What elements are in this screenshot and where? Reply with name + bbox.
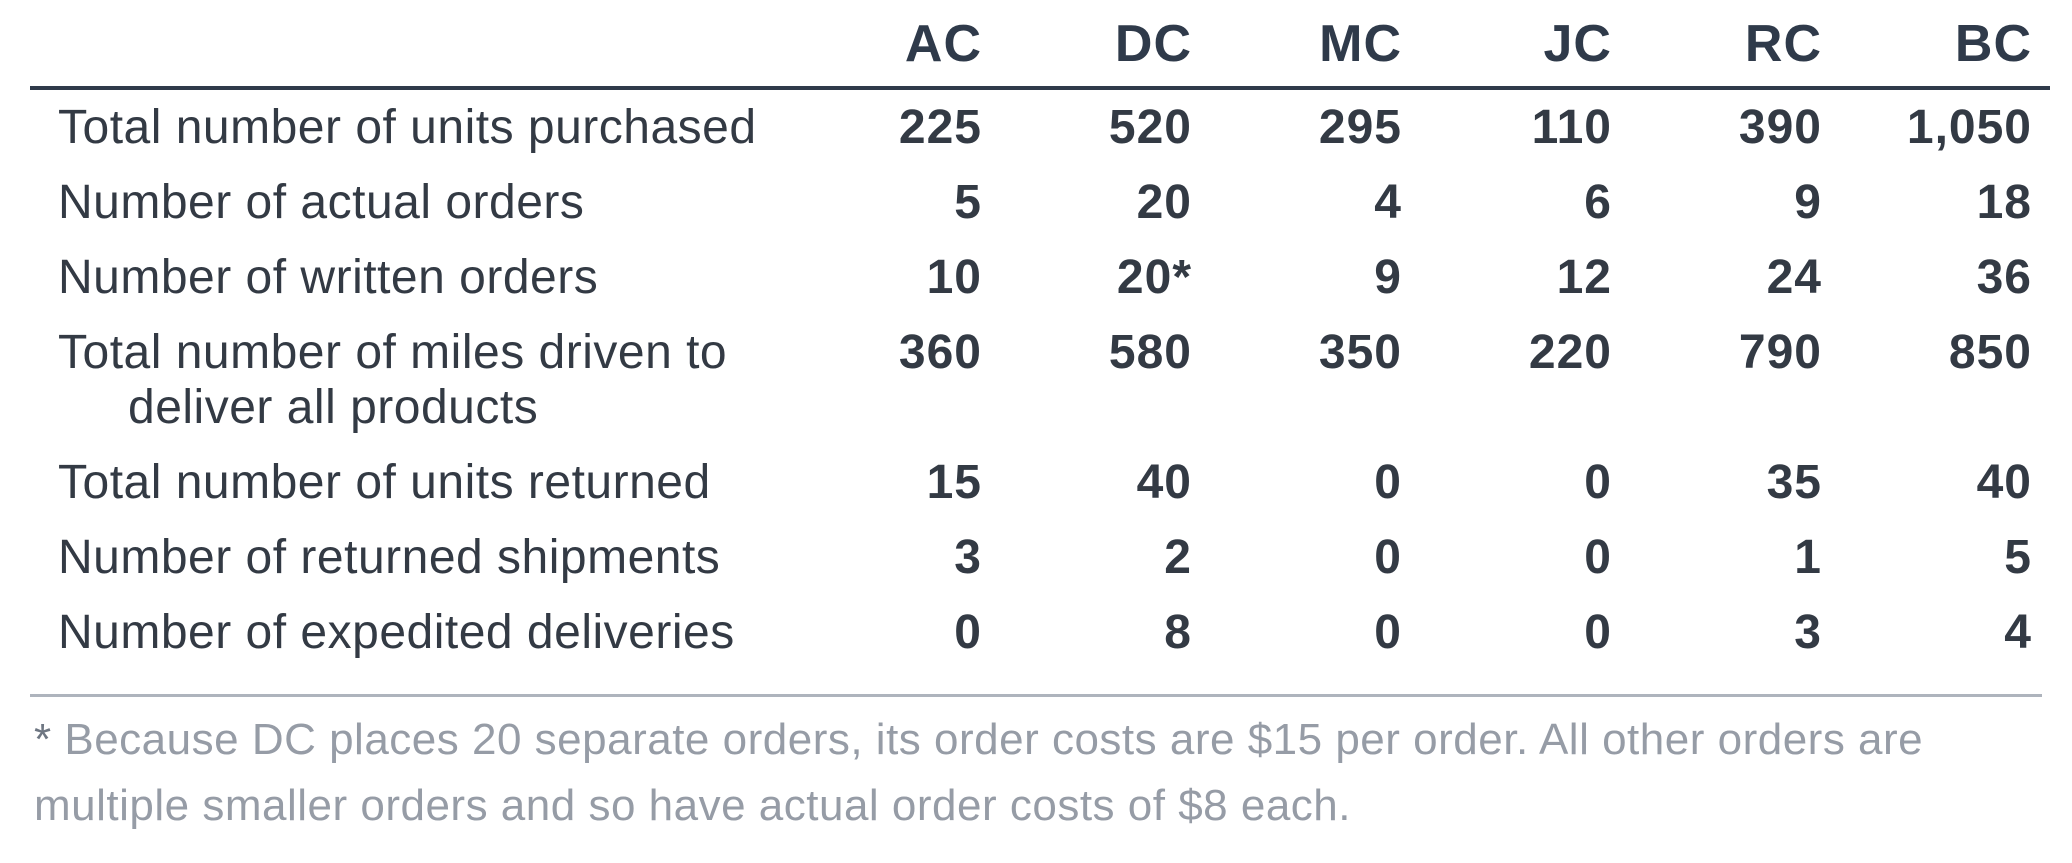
cell: 0: [1420, 445, 1630, 520]
header-jc: JC: [1420, 10, 1630, 88]
table-header-row: AC DC MC JC RC BC: [30, 10, 2050, 88]
data-table: AC DC MC JC RC BC Total number of units …: [30, 10, 2050, 686]
cell: 20*: [1000, 240, 1210, 315]
row-label: Total number of units purchased: [30, 88, 790, 165]
cell: 2: [1000, 520, 1210, 595]
cell: 20: [1000, 165, 1210, 240]
page-container: AC DC MC JC RC BC Total number of units …: [0, 0, 2072, 863]
footnote-text: Because DC places 20 separate orders, it…: [34, 715, 1923, 830]
cell: 0: [1420, 520, 1630, 595]
cell: 850: [1840, 315, 2050, 445]
cell: 110: [1420, 88, 1630, 165]
cell: 18: [1840, 165, 2050, 240]
row-label: Total number of miles driven to deliver …: [30, 315, 790, 445]
cell: 9: [1630, 165, 1840, 240]
row-label: Total number of units returned: [30, 445, 790, 520]
row-label: Number of actual orders: [30, 165, 790, 240]
table-row: Number of actual orders 5 20 4 6 9 18: [30, 165, 2050, 240]
cell: 4: [1840, 595, 2050, 686]
cell: 12: [1420, 240, 1630, 315]
cell: 5: [790, 165, 1000, 240]
cell: 1,050: [1840, 88, 2050, 165]
row-label: Number of returned shipments: [30, 520, 790, 595]
table-row: Total number of units returned 15 40 0 0…: [30, 445, 2050, 520]
footnote: * Because DC places 20 separate orders, …: [30, 694, 2042, 839]
cell: 360: [790, 315, 1000, 445]
header-rc: RC: [1630, 10, 1840, 88]
table-row: Total number of units purchased 225 520 …: [30, 88, 2050, 165]
cell: 35: [1630, 445, 1840, 520]
row-label: Number of written orders: [30, 240, 790, 315]
cell: 10: [790, 240, 1000, 315]
cell: 3: [790, 520, 1000, 595]
cell: 36: [1840, 240, 2050, 315]
cell: 225: [790, 88, 1000, 165]
cell: 0: [1210, 595, 1420, 686]
header-dc: DC: [1000, 10, 1210, 88]
header-ac: AC: [790, 10, 1000, 88]
cell: 3: [1630, 595, 1840, 686]
header-mc: MC: [1210, 10, 1420, 88]
cell: 0: [1210, 520, 1420, 595]
cell: 220: [1420, 315, 1630, 445]
cell: 9: [1210, 240, 1420, 315]
cell: 790: [1630, 315, 1840, 445]
cell: 580: [1000, 315, 1210, 445]
table-row: Total number of miles driven to deliver …: [30, 315, 2050, 445]
header-bc: BC: [1840, 10, 2050, 88]
cell: 8: [1000, 595, 1210, 686]
table-row: Number of written orders 10 20* 9 12 24 …: [30, 240, 2050, 315]
cell: 520: [1000, 88, 1210, 165]
cell: 24: [1630, 240, 1840, 315]
cell: 350: [1210, 315, 1420, 445]
cell: 40: [1840, 445, 2050, 520]
table-row: Number of returned shipments 3 2 0 0 1 5: [30, 520, 2050, 595]
row-label-line2: deliver all products: [58, 380, 538, 435]
footnote-marker: *: [34, 715, 52, 764]
row-label-line1: Total number of miles driven to: [58, 326, 727, 379]
row-label: Number of expedited deliveries: [30, 595, 790, 686]
cell: 40: [1000, 445, 1210, 520]
cell: 15: [790, 445, 1000, 520]
cell: 390: [1630, 88, 1840, 165]
cell: 0: [790, 595, 1000, 686]
header-blank: [30, 10, 790, 88]
table-row: Number of expedited deliveries 0 8 0 0 3…: [30, 595, 2050, 686]
cell: 0: [1420, 595, 1630, 686]
cell: 6: [1420, 165, 1630, 240]
cell: 4: [1210, 165, 1420, 240]
cell: 0: [1210, 445, 1420, 520]
cell: 295: [1210, 88, 1420, 165]
cell: 5: [1840, 520, 2050, 595]
cell: 1: [1630, 520, 1840, 595]
